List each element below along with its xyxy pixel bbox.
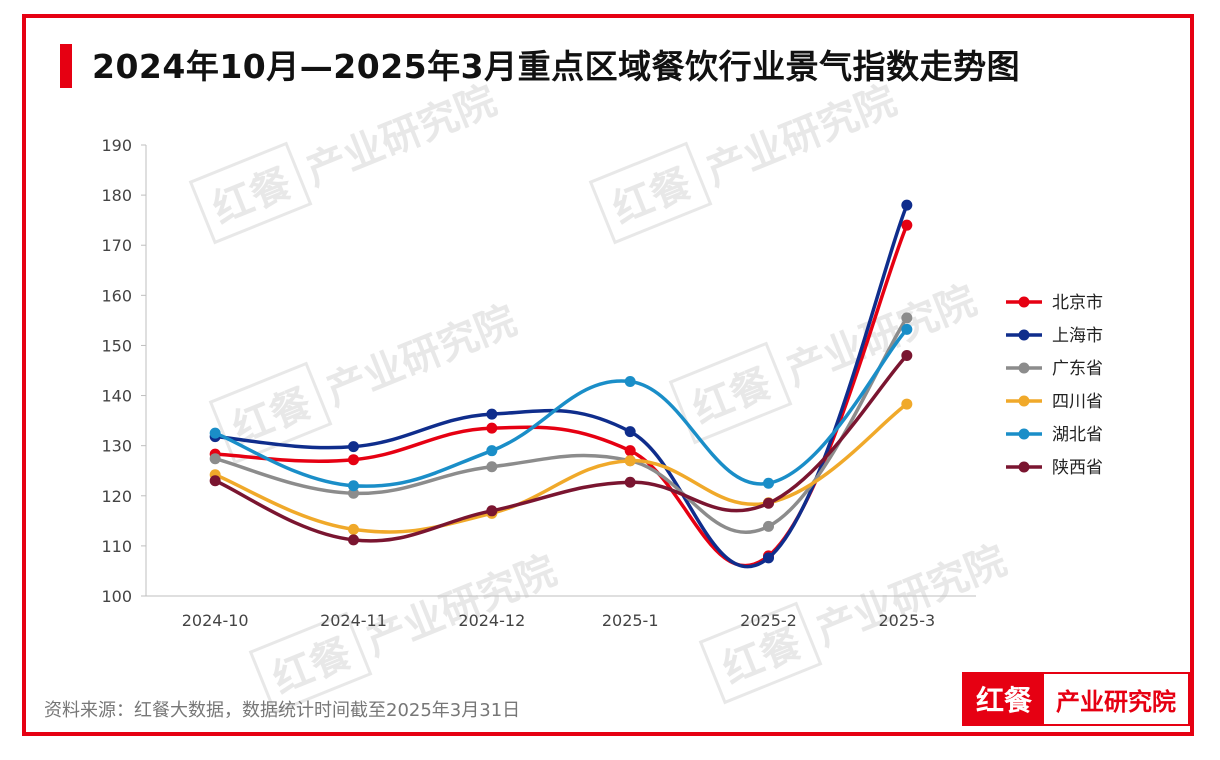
data-point xyxy=(348,480,359,492)
data-point xyxy=(209,453,221,465)
legend-marker xyxy=(1018,329,1030,341)
y-tick-label: 160 xyxy=(101,286,132,305)
x-tick-label: 2024-11 xyxy=(320,611,387,630)
series-line xyxy=(215,224,909,568)
y-tick-label: 140 xyxy=(101,387,132,406)
legend-marker xyxy=(1018,395,1030,407)
logo-brand: 红餐 xyxy=(964,674,1044,724)
y-tick-label: 180 xyxy=(101,186,132,205)
data-point xyxy=(486,422,498,434)
x-tick-label: 2025-1 xyxy=(602,611,659,630)
data-point xyxy=(763,497,774,509)
series-line xyxy=(214,402,908,534)
series-line xyxy=(215,204,909,569)
title-accent-bar xyxy=(60,44,72,88)
logo-text: 产业研究院 xyxy=(1056,687,1176,716)
x-tick-label: 2025-3 xyxy=(878,611,935,630)
data-point xyxy=(486,461,498,473)
x-tick-label: 2024-12 xyxy=(458,611,525,630)
data-point xyxy=(486,445,498,457)
data-point xyxy=(348,523,359,535)
data-point xyxy=(763,477,774,489)
legend-marker xyxy=(1018,296,1030,308)
series-line xyxy=(214,316,909,535)
data-point xyxy=(624,376,636,388)
y-tick-label: 100 xyxy=(101,587,132,606)
legend-label: 湖北省 xyxy=(1052,425,1103,445)
chart-title: 2024年10月—2025年3月重点区域餐饮行业景气指数走势图 xyxy=(92,47,1021,86)
x-tick-label: 2025-2 xyxy=(740,611,797,630)
x-tick-label: 2024-10 xyxy=(182,611,249,630)
data-point xyxy=(901,323,913,335)
data-point xyxy=(624,476,636,488)
source-note: 资料来源：红餐大数据，数据统计时间截至2025年3月31日 xyxy=(44,700,521,721)
legend-marker xyxy=(1018,362,1030,374)
data-point xyxy=(624,455,636,467)
data-point xyxy=(348,534,359,546)
brand-logo: 红餐 产业研究院 xyxy=(962,672,1190,726)
data-point xyxy=(901,219,913,231)
data-point xyxy=(348,454,359,466)
data-point xyxy=(486,505,498,517)
data-point xyxy=(901,398,913,410)
series-line xyxy=(214,328,909,488)
legend-label: 广东省 xyxy=(1052,359,1103,379)
data-point xyxy=(348,487,359,499)
legend-label: 北京市 xyxy=(1052,293,1103,313)
y-tick-label: 150 xyxy=(101,336,132,355)
data-point xyxy=(901,199,913,211)
data-point xyxy=(763,520,774,532)
data-point xyxy=(348,441,359,453)
data-point xyxy=(624,426,636,438)
data-point xyxy=(901,349,913,361)
data-point xyxy=(901,312,913,324)
legend-label: 四川省 xyxy=(1052,392,1103,412)
legend-label: 陕西省 xyxy=(1052,458,1103,478)
y-tick-label: 190 xyxy=(101,136,132,155)
series-line xyxy=(214,354,909,543)
legend-marker xyxy=(1018,461,1030,473)
legend-marker xyxy=(1018,428,1030,440)
data-point xyxy=(209,427,221,439)
chart-frame xyxy=(22,14,1194,736)
y-tick-label: 170 xyxy=(101,236,132,255)
legend-label: 上海市 xyxy=(1052,326,1103,346)
data-point xyxy=(209,475,221,487)
y-tick-label: 130 xyxy=(101,437,132,456)
y-tick-label: 120 xyxy=(101,487,132,506)
data-point xyxy=(624,445,636,457)
data-point xyxy=(763,552,774,564)
y-tick-label: 110 xyxy=(101,537,132,556)
data-point xyxy=(486,408,498,420)
